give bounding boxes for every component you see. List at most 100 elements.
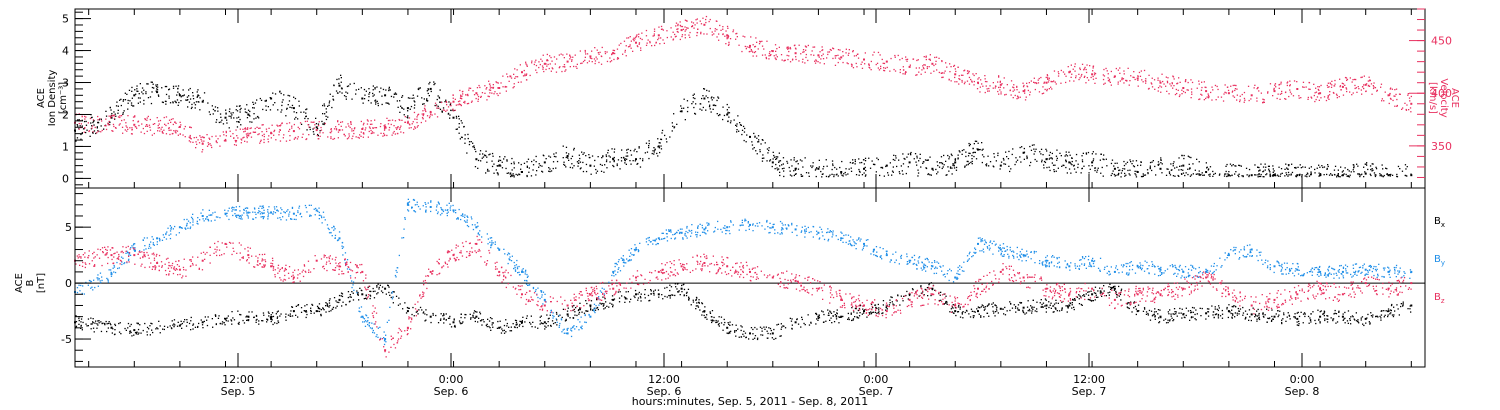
data-point — [1033, 81, 1035, 83]
data-point — [552, 68, 554, 70]
data-point — [1266, 173, 1268, 175]
data-point — [1265, 166, 1267, 168]
data-point — [477, 159, 480, 162]
data-point — [1215, 313, 1218, 315]
data-point — [774, 44, 777, 46]
data-point — [122, 132, 124, 134]
data-point — [1242, 314, 1244, 316]
data-point — [935, 60, 937, 62]
data-point — [1137, 304, 1140, 306]
data-point — [434, 113, 436, 115]
data-point — [1095, 77, 1097, 79]
data-point — [685, 294, 688, 297]
data-point — [498, 164, 501, 167]
data-point — [511, 174, 513, 176]
data-point — [1256, 100, 1258, 102]
data-point — [756, 338, 759, 341]
data-point — [285, 319, 287, 321]
data-point — [1157, 90, 1159, 92]
data-point — [157, 127, 159, 129]
data-point — [1080, 296, 1082, 298]
data-point — [618, 44, 620, 46]
data-point — [1341, 82, 1343, 84]
data-point — [761, 40, 763, 42]
data-point — [775, 337, 777, 340]
data-point — [735, 38, 737, 40]
data-point — [1070, 64, 1072, 66]
data-point — [1358, 173, 1360, 175]
data-point — [340, 121, 342, 123]
data-point — [1031, 144, 1034, 146]
data-point — [1091, 153, 1093, 155]
data-point — [622, 53, 624, 55]
data-point — [839, 49, 841, 51]
data-point — [1318, 172, 1320, 174]
data-point — [92, 121, 94, 124]
data-point — [1307, 173, 1309, 175]
data-point — [452, 110, 454, 112]
data-point — [744, 45, 746, 48]
data-point — [863, 312, 865, 314]
data-point — [778, 168, 780, 170]
data-point — [292, 130, 295, 133]
data-point — [347, 123, 349, 125]
data-point — [688, 299, 690, 301]
data-point — [731, 324, 734, 326]
data-point — [1042, 92, 1045, 94]
data-point — [1374, 87, 1377, 89]
data-point — [162, 328, 164, 330]
data-point — [510, 172, 512, 174]
data-point — [657, 38, 659, 41]
data-point — [1017, 304, 1020, 306]
data-point — [1060, 69, 1062, 72]
data-point — [386, 117, 388, 119]
data-point — [194, 107, 196, 109]
data-point — [329, 304, 331, 307]
data-point — [1170, 315, 1172, 317]
data-point — [981, 161, 983, 164]
data-point — [1340, 166, 1342, 168]
data-point — [1361, 93, 1363, 95]
data-point — [1274, 84, 1276, 86]
data-point — [661, 28, 663, 30]
data-point — [926, 66, 928, 68]
data-point — [1295, 176, 1298, 178]
data-point — [880, 67, 882, 70]
data-point — [280, 92, 282, 95]
data-point — [677, 23, 679, 25]
data-point — [825, 320, 827, 322]
data-point — [1393, 306, 1395, 308]
data-point — [519, 323, 521, 326]
data-point — [1176, 83, 1178, 85]
data-point — [908, 65, 911, 68]
data-point — [1361, 316, 1364, 318]
data-point — [1318, 164, 1320, 166]
data-point — [207, 102, 209, 104]
data-point — [971, 81, 973, 83]
data-point — [124, 99, 127, 101]
data-point — [727, 27, 729, 29]
data-point — [1034, 150, 1036, 153]
data-point — [1135, 174, 1137, 176]
data-point — [994, 311, 996, 313]
data-point — [329, 93, 331, 95]
data-point — [840, 316, 842, 318]
data-point — [91, 125, 93, 127]
data-point — [994, 85, 997, 87]
data-point — [1281, 90, 1283, 93]
data-point — [822, 173, 824, 175]
data-point — [962, 74, 964, 76]
data-point — [352, 292, 354, 294]
data-point — [885, 164, 888, 167]
data-point — [973, 310, 975, 313]
data-point — [497, 320, 499, 323]
data-point — [1167, 311, 1169, 313]
data-point — [789, 61, 792, 63]
data-point — [1006, 310, 1008, 312]
data-point — [527, 158, 530, 160]
data-point — [350, 296, 352, 298]
data-point — [992, 87, 994, 89]
data-point — [1139, 75, 1142, 77]
data-point — [604, 51, 606, 53]
data-point — [535, 64, 538, 67]
